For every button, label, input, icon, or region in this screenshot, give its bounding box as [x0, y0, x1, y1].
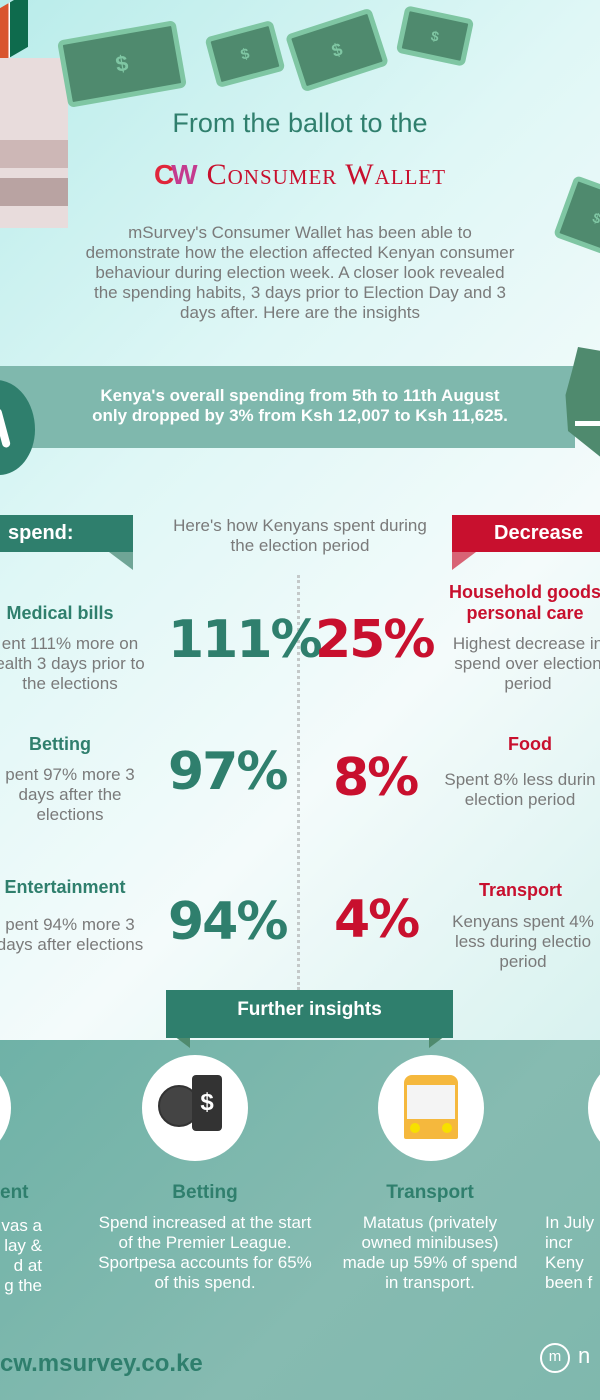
msurvey-logo-icon: m [540, 1343, 570, 1373]
dollar-bill-icon: $ [57, 20, 187, 108]
increase-value: 94% [168, 892, 288, 952]
section-subhead: Here's how Kenyans spent during the elec… [173, 516, 427, 555]
decrease-category: Transport [479, 880, 563, 900]
ballot-box-band [0, 178, 68, 206]
dollar-bill-icon: $ [395, 5, 475, 67]
decrease-value: 25% [315, 610, 435, 670]
soccer-phone-icon: $ [142, 1055, 248, 1161]
increase-desc: ent 111% more on ealth 3 days prior to t… [0, 634, 145, 693]
cw-logo-c: C [153, 159, 174, 190]
kenya-flag-decoration [0, 0, 28, 64]
ballot-box-decoration [0, 58, 68, 228]
bus-headlight [410, 1123, 420, 1133]
increase-category: Entertainment [4, 877, 126, 897]
increase-label: spend: [0, 515, 133, 552]
ribbon-tail [109, 552, 133, 570]
insight-desc: Spend increased at the start of the Prem… [98, 1213, 312, 1292]
entertainment-icon [0, 1055, 11, 1161]
phone-dollar-icon: $ [192, 1075, 222, 1131]
increase-category: Betting [29, 734, 91, 754]
cw-logo-w: W [171, 159, 197, 190]
bus-windshield [407, 1085, 455, 1119]
ribbon-tail [452, 552, 476, 570]
footer-url-link[interactable]: cw.msurvey.co.ke [0, 1350, 203, 1377]
insight-desc: vas a lay & d at g the [1, 1216, 42, 1295]
title-line-1: From the ballot to the [172, 108, 428, 138]
insight-desc: Matatus (privately owned minibuses) made… [342, 1213, 518, 1292]
bus-icon [378, 1055, 484, 1161]
increase-desc: pent 97% more 3 days after the elections [5, 765, 135, 824]
bus-body [404, 1075, 458, 1139]
increase-value: 97% [168, 742, 288, 802]
decrease-desc: Kenyans spent 4% less during electio per… [452, 912, 594, 971]
dotted-divider [297, 575, 300, 990]
msurvey-logo-text: n [578, 1343, 591, 1368]
decrease-category: Household goods personal care [449, 582, 600, 623]
decrease-desc: Highest decrease in spend over election … [452, 634, 600, 693]
decrease-value: 4% [334, 890, 420, 950]
insight-title: Transport [386, 1182, 474, 1203]
dollar-bill-icon: $ [284, 7, 390, 93]
bus-headlight [442, 1123, 452, 1133]
further-insights-label: Further insights [166, 990, 453, 1038]
summary-banner [0, 366, 575, 448]
intro-paragraph: mSurvey's Consumer Wallet has been able … [85, 223, 515, 322]
insight-desc: In July incr Keny been f [545, 1213, 595, 1292]
increase-value: 111% [168, 610, 323, 670]
summary-line-2: only dropped by 3% from Ksh 12,007 to Ks… [92, 406, 508, 425]
decrease-desc: Spent 8% less durin election period [444, 770, 596, 809]
insight-title: Betting [172, 1182, 238, 1203]
ballot-box-band [0, 140, 68, 168]
increase-category: Medical bills [6, 603, 114, 623]
title-line-2: Consumer Wallet [206, 158, 447, 191]
dollar-bill-icon: $ [204, 19, 286, 89]
cw-logo: CW [153, 159, 198, 191]
further-insights-panel [0, 1040, 600, 1400]
summary-line-1: Kenya's overall spending from 5th to 11t… [100, 386, 500, 405]
title-line-2-container: CW Consumer Wallet [0, 158, 600, 192]
increase-desc: pent 94% more 3 days after elections [0, 915, 144, 954]
summary-banner-text: Kenya's overall spending from 5th to 11t… [0, 386, 600, 426]
decrease-category: Food [508, 734, 552, 754]
decrease-label: Decrease [452, 515, 600, 552]
insight-title: ent [0, 1182, 29, 1203]
decrease-value: 8% [333, 748, 419, 808]
